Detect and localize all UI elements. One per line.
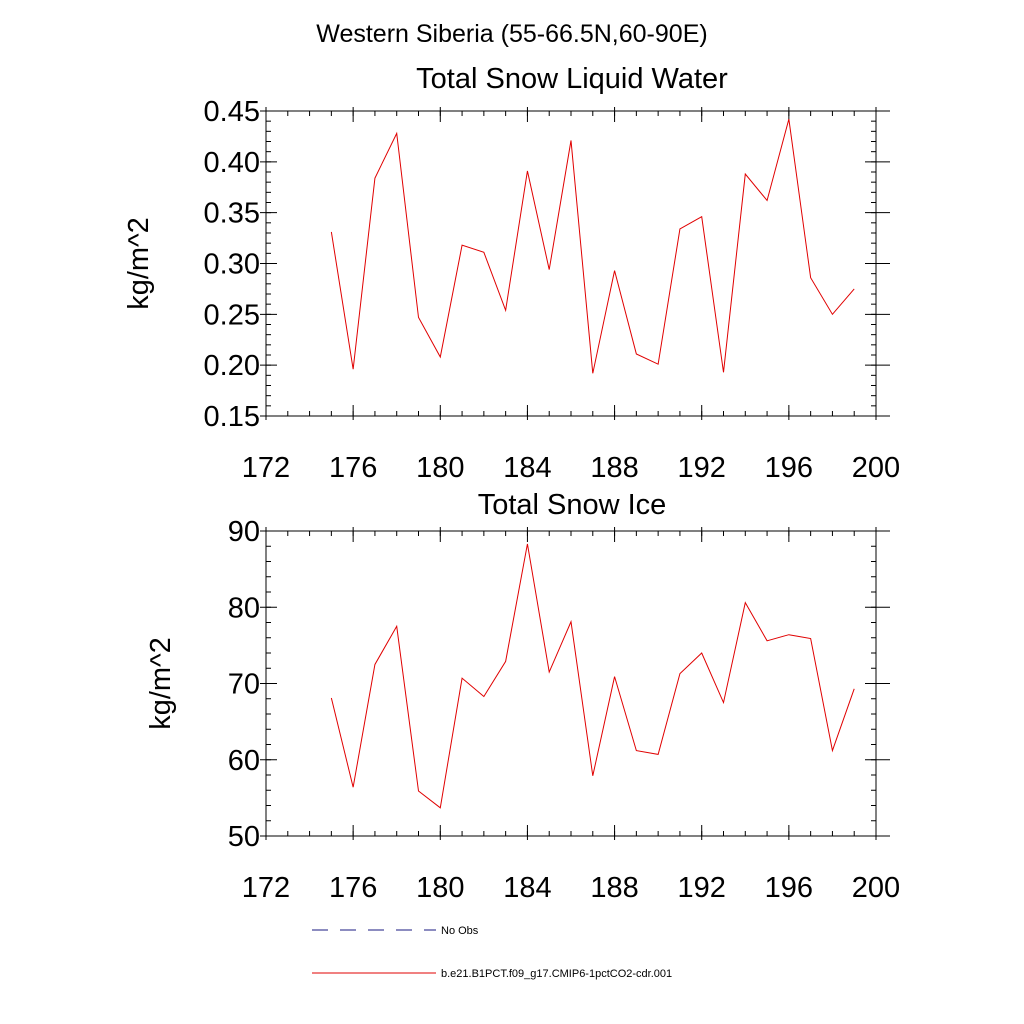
y-tick-label: 90	[228, 516, 260, 548]
y-axis-label: kg/m^2	[145, 637, 177, 730]
x-tick-label: 192	[678, 872, 726, 904]
y-tick-label: 50	[228, 821, 260, 853]
y-tick-label: 0.45	[204, 96, 260, 128]
legend-label-no-obs: No Obs	[441, 925, 479, 937]
series-line-b-e21-b1pct-f09-g17-cmip6-1pctco2-cdr-001	[330, 119, 855, 374]
x-tick-label: 180	[416, 872, 464, 904]
chart-title: Total Snow Ice	[478, 489, 667, 521]
x-tick-label: 172	[242, 452, 290, 484]
x-tick-label: 188	[590, 872, 638, 904]
series-line-b-e21-b1pct-f09-g17-cmip6-1pctco2-cdr-001	[330, 543, 855, 809]
y-tick-label: 0.15	[204, 401, 260, 433]
x-tick-label: 200	[852, 452, 900, 484]
y-tick-label: 0.40	[204, 147, 260, 179]
panel-total-snow-ice: Total Snow Ice kg/m^2 172 176 180 184 188 192 19…	[145, 489, 900, 904]
x-tick-label: 196	[765, 452, 813, 484]
x-tick-label: 180	[416, 452, 464, 484]
figure-suptitle: Western Siberia (55-66.5N,60-90E)	[316, 20, 707, 48]
y-axis-label: kg/m^2	[123, 217, 155, 310]
panel-total-snow-liquid-water: Total Snow Liquid Water kg/m^2 172 176 180 18…	[123, 63, 900, 484]
legend: No Obs b.e21.B1PCT.f09_g17.CMIP6-1pctCO2…	[312, 925, 672, 980]
plot-frame	[265, 530, 877, 837]
x-tick-label: 200	[852, 872, 900, 904]
x-tick-label: 184	[503, 872, 551, 904]
plot-frame	[265, 110, 877, 417]
y-tick-label: 0.35	[204, 198, 260, 230]
x-tick-label: 176	[329, 452, 377, 484]
x-tick-label: 196	[765, 872, 813, 904]
x-tick-label: 184	[503, 452, 551, 484]
legend-entry-no-obs: No Obs	[312, 925, 479, 937]
x-tick-label: 188	[590, 452, 638, 484]
y-tick-label: 70	[228, 669, 260, 701]
legend-entry-model-run: b.e21.B1PCT.f09_g17.CMIP6-1pctCO2-cdr.00…	[312, 968, 672, 980]
y-tick-label: 60	[228, 745, 260, 777]
legend-label-model-run: b.e21.B1PCT.f09_g17.CMIP6-1pctCO2-cdr.00…	[441, 968, 672, 980]
x-tick-label: 172	[242, 872, 290, 904]
y-tick-label: 0.30	[204, 249, 260, 281]
y-tick-label: 80	[228, 592, 260, 624]
x-tick-label: 192	[678, 452, 726, 484]
y-tick-label: 0.25	[204, 299, 260, 331]
y-tick-label: 0.20	[204, 350, 260, 382]
x-tick-label: 176	[329, 872, 377, 904]
chart-title: Total Snow Liquid Water	[416, 63, 728, 95]
